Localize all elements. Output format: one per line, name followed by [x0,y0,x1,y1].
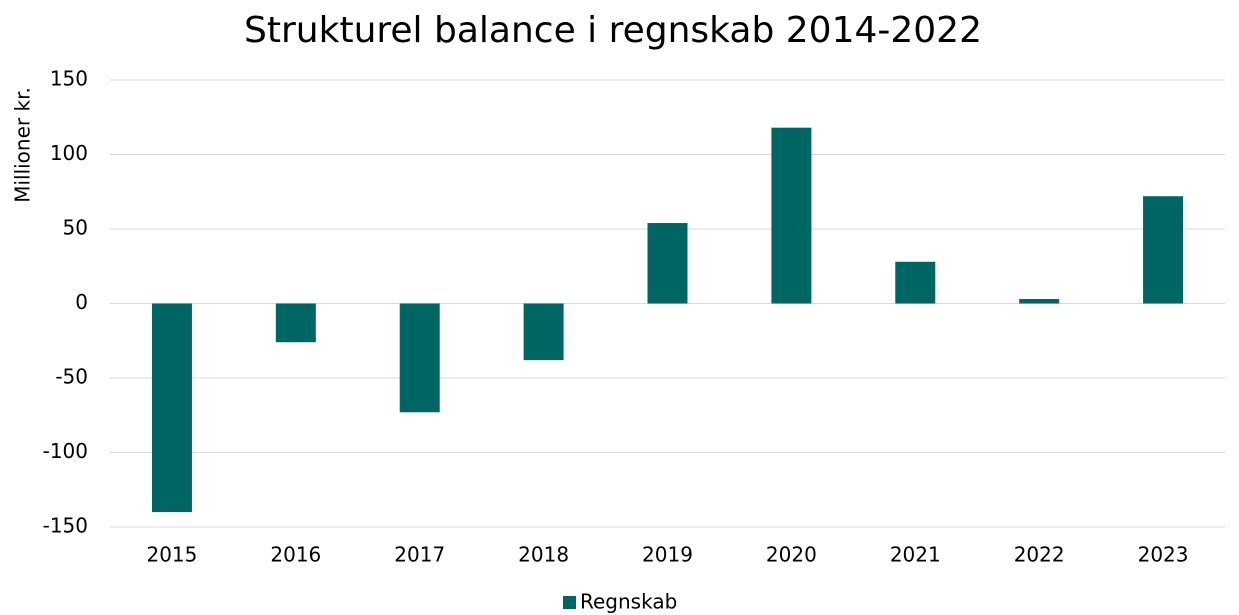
legend-swatch [563,596,576,609]
x-tick-label: 2023 [1138,543,1189,567]
bar [151,303,192,513]
x-tick-label: 2020 [766,543,817,567]
x-tick-label: 2019 [642,543,693,567]
chart-title: Strukturel balance i regnskab 2014-2022 [244,10,982,51]
bar [1143,196,1184,304]
x-tick-label: 2017 [394,543,445,567]
y-tick-label: 100 [50,141,88,165]
y-axis-label: Millioner kr. [11,87,35,203]
x-tick-label: 2018 [518,543,569,567]
y-tick-label: 0 [75,290,88,314]
y-tick-label: 50 [63,216,88,240]
bar [895,261,936,304]
x-tick-label: 2016 [270,543,321,567]
y-tick-label: 150 [50,67,88,91]
bar [523,303,564,361]
x-tick-label: 2021 [890,543,941,567]
x-tick-label: 2015 [146,543,197,567]
bar [771,127,812,304]
legend-label: Regnskab [580,590,677,614]
bar [275,303,316,343]
x-tick-label: 2022 [1014,543,1065,567]
bar [647,223,688,304]
y-tick-label: -150 [43,514,88,538]
bar [1019,299,1060,304]
y-tick-label: -100 [43,439,88,463]
y-tick-label: -50 [55,365,88,389]
bar [399,303,440,413]
